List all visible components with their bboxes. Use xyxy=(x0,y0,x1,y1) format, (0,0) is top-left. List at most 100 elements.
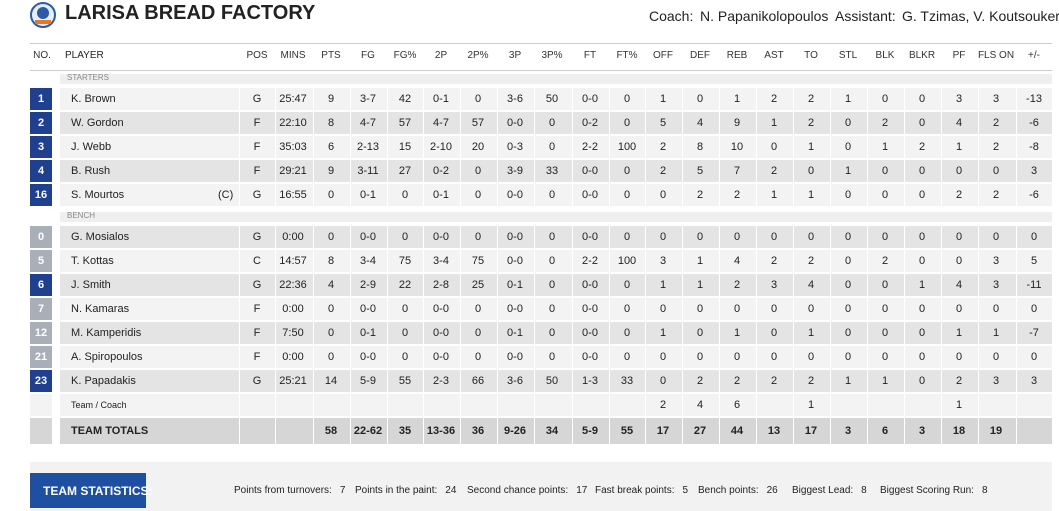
player-number: 12 xyxy=(34,327,48,339)
stat-cell: 1 xyxy=(696,279,704,291)
cell-divider xyxy=(423,274,424,296)
stat-cell: 0:00 xyxy=(282,351,304,363)
cell-divider xyxy=(645,394,646,416)
cell-divider xyxy=(978,322,979,344)
cell-divider xyxy=(275,346,276,368)
stat-cell: 0 xyxy=(844,255,852,267)
player-number: 3 xyxy=(37,141,45,153)
cell-divider xyxy=(275,136,276,158)
stat-cell: 5-9 xyxy=(582,425,598,437)
stat-cell: 3 xyxy=(1030,165,1038,177)
cell-divider xyxy=(756,370,757,392)
cell-divider xyxy=(572,346,573,368)
stat-cell: -7 xyxy=(1029,327,1039,339)
stat-cell: 0 xyxy=(474,189,482,201)
cell-divider xyxy=(534,226,535,248)
stat-cell: 22:36 xyxy=(279,279,307,291)
stat-cell: 2-9 xyxy=(360,279,376,291)
stat-cell: 0 xyxy=(548,141,556,153)
cell-divider xyxy=(387,136,388,158)
stat-cell: 0 xyxy=(881,93,889,105)
cell-divider xyxy=(830,394,831,416)
column-header: TO xyxy=(804,50,818,61)
stat-cell: 2-2 xyxy=(582,255,598,267)
cell-divider xyxy=(793,88,794,110)
stat-cell: 33 xyxy=(620,375,634,387)
cell-divider xyxy=(313,226,314,248)
stat-cell: 0 xyxy=(623,117,631,129)
cell-divider xyxy=(830,226,831,248)
column-header: FG xyxy=(361,50,375,61)
stat-cell: 0-0 xyxy=(582,279,598,291)
player-number: 1 xyxy=(37,93,45,105)
cell-divider xyxy=(682,88,683,110)
stat-cell: 29:21 xyxy=(279,165,307,177)
stat-cell: 9-26 xyxy=(503,425,527,437)
stat-cell: 0 xyxy=(401,231,409,243)
stat-cell: 0-0 xyxy=(507,189,523,201)
player-number: 21 xyxy=(34,351,48,363)
position: F xyxy=(253,351,261,363)
cell-divider xyxy=(313,184,314,206)
cell-divider xyxy=(497,88,498,110)
stat-cell: 2 xyxy=(955,375,963,387)
stat-cell: 3 xyxy=(992,375,1000,387)
stat-cell: 0 xyxy=(807,303,815,315)
stat-cell: 0 xyxy=(955,231,963,243)
stat-cell: 3 xyxy=(659,255,667,267)
cell-divider xyxy=(460,226,461,248)
column-header: REB xyxy=(726,50,748,61)
stat-cell: 0 xyxy=(881,279,889,291)
cell-divider xyxy=(904,394,905,416)
cell-divider xyxy=(534,112,535,134)
cell-divider xyxy=(756,394,757,416)
stat-cell: 2 xyxy=(770,93,778,105)
cell-divider xyxy=(1016,274,1017,296)
stat-cell: 0-1 xyxy=(433,189,449,201)
cell-divider xyxy=(387,274,388,296)
cell-divider xyxy=(978,88,979,110)
stat-cell: 0-0 xyxy=(360,231,376,243)
stat-cell: 2 xyxy=(992,141,1000,153)
stat-cell: 0 xyxy=(918,165,926,177)
cell-divider xyxy=(572,322,573,344)
captain-mark: (C) xyxy=(218,189,234,201)
stat-cell: 57 xyxy=(471,117,485,129)
cell-divider xyxy=(460,160,461,182)
cell-divider xyxy=(497,370,498,392)
stat-cell: 1 xyxy=(807,141,815,153)
stat-cell: 0 xyxy=(401,327,409,339)
cell-divider xyxy=(793,226,794,248)
cell-divider xyxy=(534,298,535,320)
stat-cell: 16:55 xyxy=(279,189,307,201)
cell-divider xyxy=(423,136,424,158)
cell-divider xyxy=(239,226,240,248)
stat-cell: 3 xyxy=(844,425,852,437)
cell-divider xyxy=(793,112,794,134)
cell-divider xyxy=(941,160,942,182)
stat-cell: 15 xyxy=(398,141,412,153)
stat-cell: 17 xyxy=(804,425,818,437)
cell-divider xyxy=(572,184,573,206)
team-stat-label: Points in the paint: xyxy=(355,485,438,496)
stat-cell: 14:57 xyxy=(279,255,307,267)
stat-cell: 0 xyxy=(918,327,926,339)
assistant-label: Assistant: xyxy=(835,8,896,24)
cell-divider xyxy=(275,274,276,296)
cell-divider xyxy=(460,346,461,368)
cell-divider xyxy=(387,88,388,110)
cell-divider xyxy=(978,370,979,392)
cell-divider xyxy=(904,160,905,182)
cell-divider xyxy=(497,250,498,272)
cell-divider xyxy=(719,112,720,134)
section-band xyxy=(60,74,1052,84)
stat-cell: 0 xyxy=(844,351,852,363)
stat-cell: 1 xyxy=(807,189,815,201)
stat-cell: 0 xyxy=(844,231,852,243)
cell-divider xyxy=(460,322,461,344)
row-band xyxy=(60,112,1052,134)
stat-cell: -6 xyxy=(1029,189,1039,201)
stat-cell: 50 xyxy=(545,375,559,387)
column-header: FT xyxy=(583,50,597,61)
stat-cell: 36 xyxy=(471,425,485,437)
